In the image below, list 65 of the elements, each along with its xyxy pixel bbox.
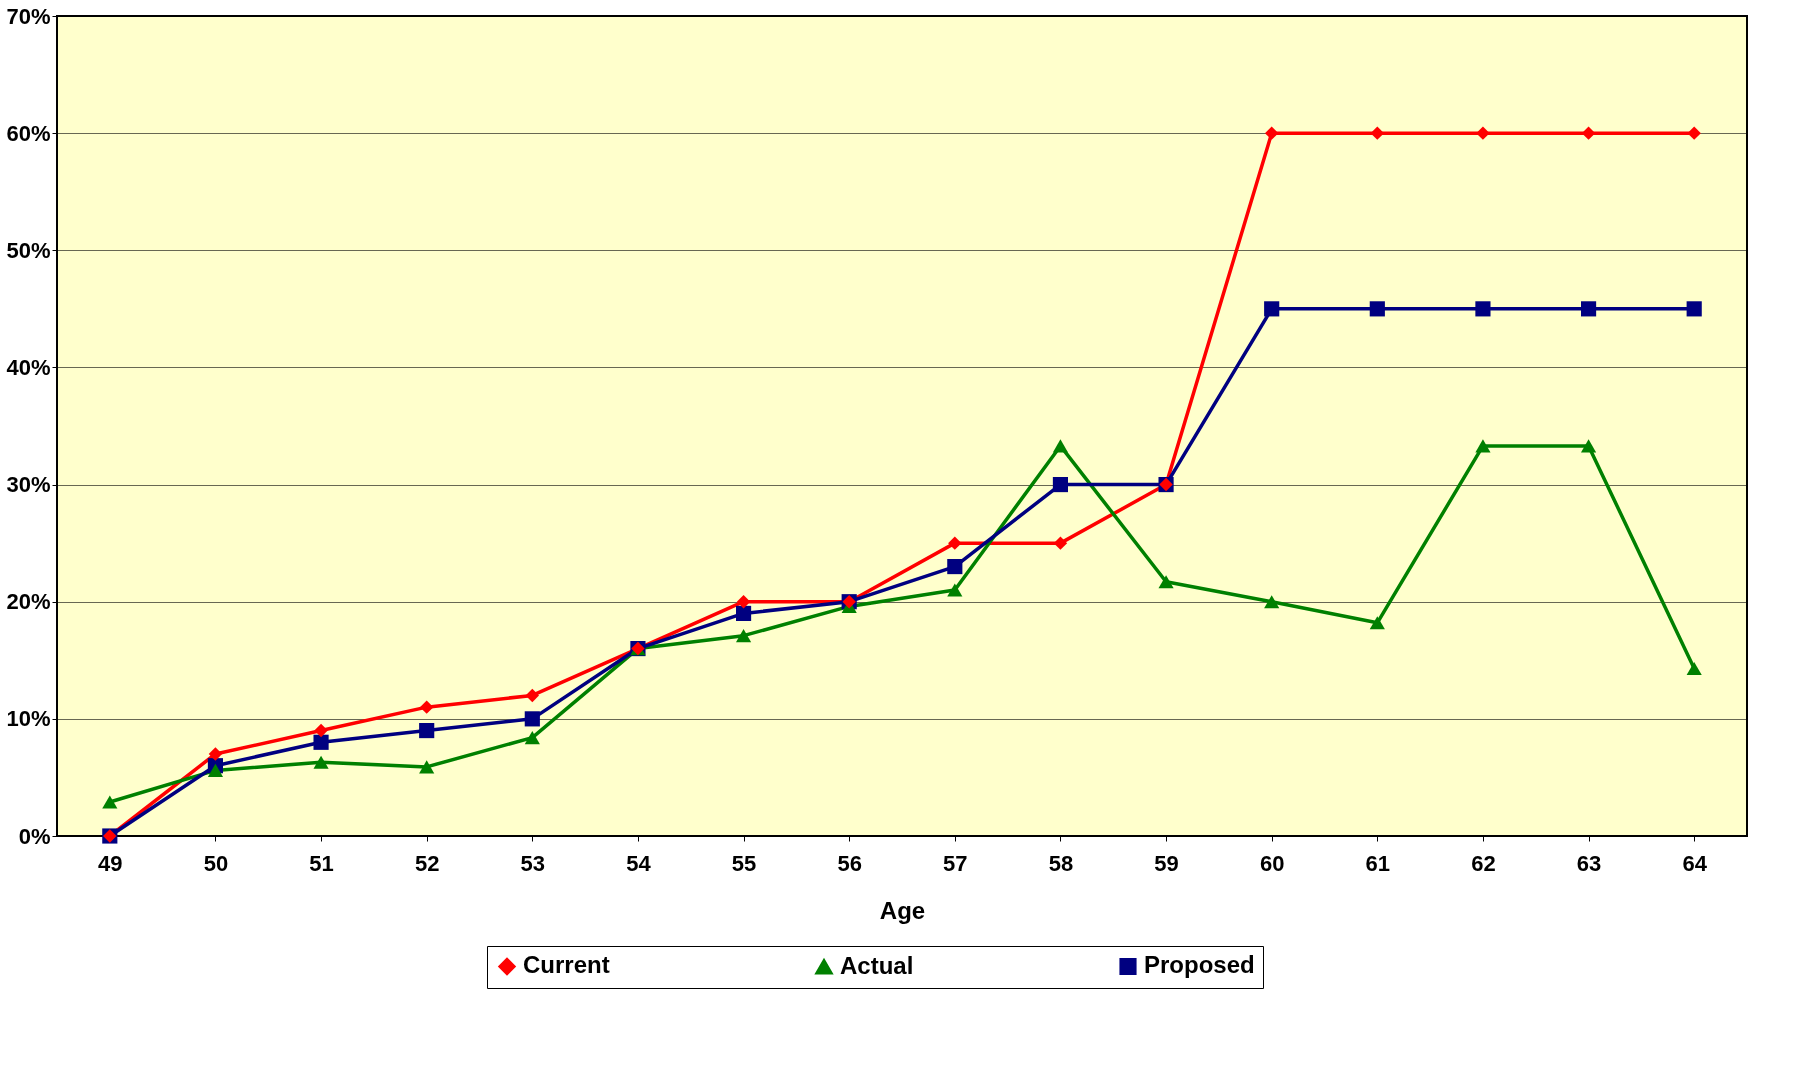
x-tick-label: 56 <box>837 850 862 876</box>
x-tick-label: 64 <box>1682 850 1708 876</box>
point <box>1476 126 1490 140</box>
point <box>1475 439 1491 453</box>
point <box>735 629 752 643</box>
x-tick-label: 62 <box>1471 850 1496 876</box>
point <box>735 605 752 622</box>
point <box>419 760 435 774</box>
point <box>1264 301 1280 317</box>
legend-label: Proposed <box>1144 951 1255 979</box>
point <box>524 731 540 745</box>
point <box>1369 301 1385 317</box>
point <box>208 747 223 761</box>
point <box>1686 301 1702 317</box>
point <box>947 583 963 597</box>
y-tick-label: 70% <box>6 3 51 29</box>
point <box>207 763 224 777</box>
point <box>525 688 540 703</box>
point <box>948 536 962 550</box>
point <box>419 722 435 739</box>
x-tick-label: 51 <box>309 850 334 876</box>
y-tick-label: 50% <box>6 237 51 263</box>
point <box>1475 301 1491 317</box>
point <box>1052 476 1069 493</box>
x-tick-label: 60 <box>1259 850 1285 876</box>
point <box>102 795 118 809</box>
x-tick-label: 63 <box>1576 850 1602 876</box>
point <box>1264 595 1280 609</box>
y-tick-label: 60% <box>6 120 51 146</box>
point <box>524 711 540 727</box>
point <box>1686 661 1702 676</box>
x-tick-label: 61 <box>1365 850 1391 876</box>
point <box>1369 616 1385 630</box>
point <box>736 595 751 609</box>
y-tick-label: 40% <box>6 354 51 380</box>
point <box>313 755 329 769</box>
x-tick-label: 49 <box>98 850 123 876</box>
point <box>419 700 434 714</box>
point <box>1580 439 1597 453</box>
y-tick-label: 20% <box>6 589 51 615</box>
x-tick-label: 54 <box>626 850 652 876</box>
point <box>314 723 328 738</box>
legend-label: Current <box>523 951 610 979</box>
legend-label: Actual <box>840 951 914 979</box>
point <box>1370 126 1385 140</box>
y-tick-label: 30% <box>6 472 51 498</box>
x-tick-label: 57 <box>943 850 968 876</box>
point <box>947 558 963 575</box>
point <box>1158 575 1174 589</box>
x-tick-label: 53 <box>520 850 546 876</box>
x-axis-title: Age <box>879 896 926 924</box>
x-tick-label: 59 <box>1154 850 1179 876</box>
x-tick-label: 55 <box>731 850 757 876</box>
point <box>1052 439 1069 453</box>
x-tick-label: 58 <box>1048 850 1074 876</box>
point <box>1053 536 1068 550</box>
x-tick-label: 52 <box>414 850 440 876</box>
y-tick-label: 0% <box>18 823 51 849</box>
point <box>1581 126 1596 140</box>
point <box>1687 126 1701 140</box>
point <box>1264 126 1279 140</box>
y-tick-label: 10% <box>6 706 51 732</box>
point <box>313 734 329 750</box>
point <box>1580 301 1597 317</box>
x-tick-label: 50 <box>203 850 229 876</box>
